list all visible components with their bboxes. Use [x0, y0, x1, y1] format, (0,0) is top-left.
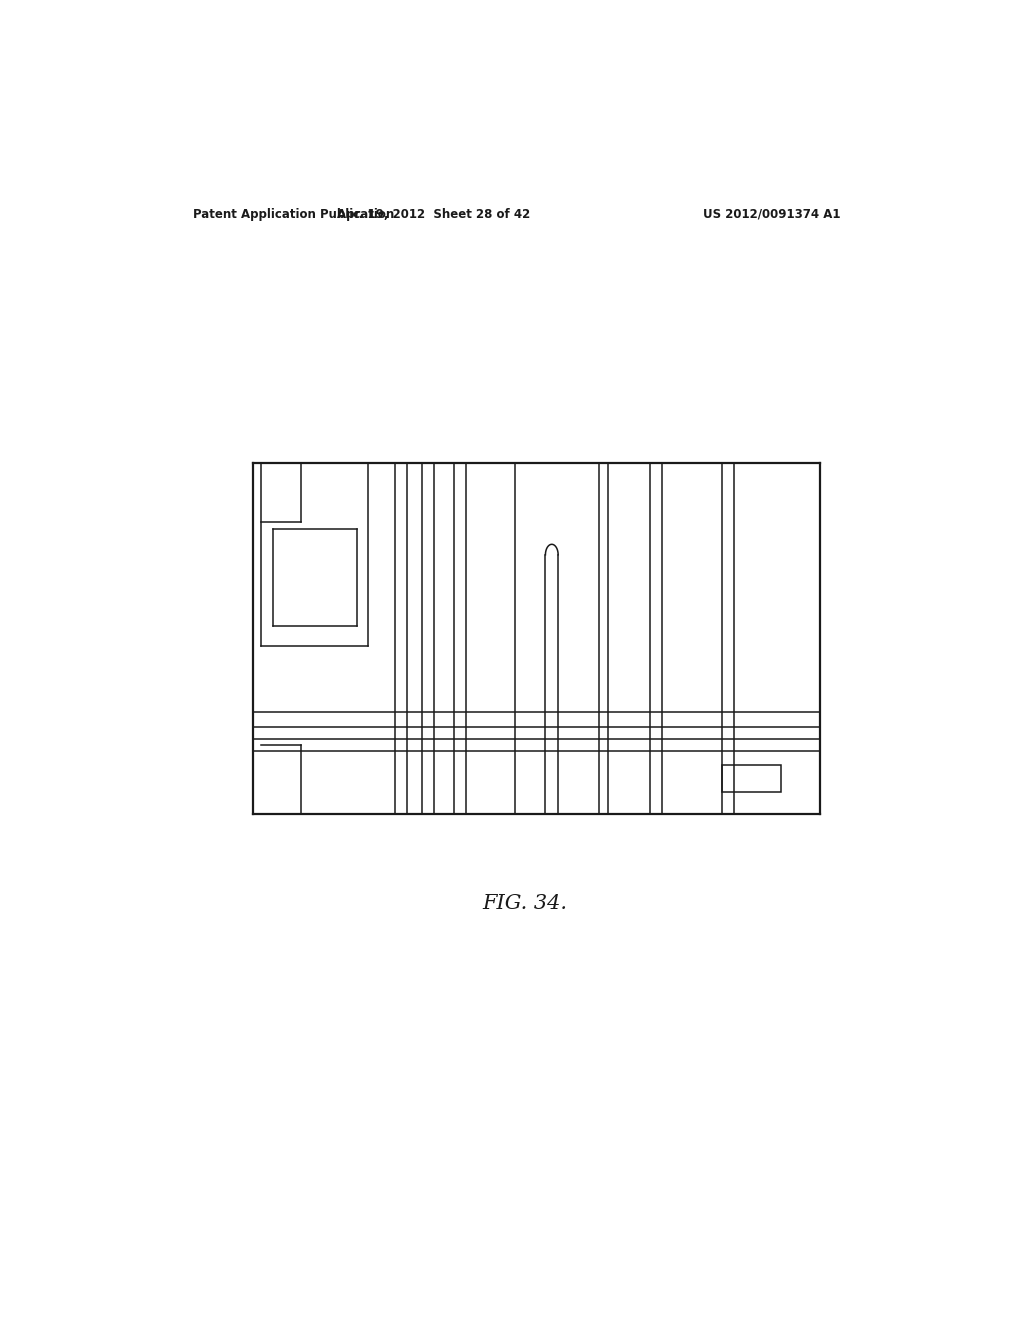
Text: US 2012/0091374 A1: US 2012/0091374 A1 [703, 207, 841, 220]
Text: Patent Application Publication: Patent Application Publication [194, 207, 394, 220]
Text: Apr. 19, 2012  Sheet 28 of 42: Apr. 19, 2012 Sheet 28 of 42 [337, 207, 530, 220]
Text: FIG. 34.: FIG. 34. [482, 894, 567, 913]
Bar [722, 766, 781, 792]
